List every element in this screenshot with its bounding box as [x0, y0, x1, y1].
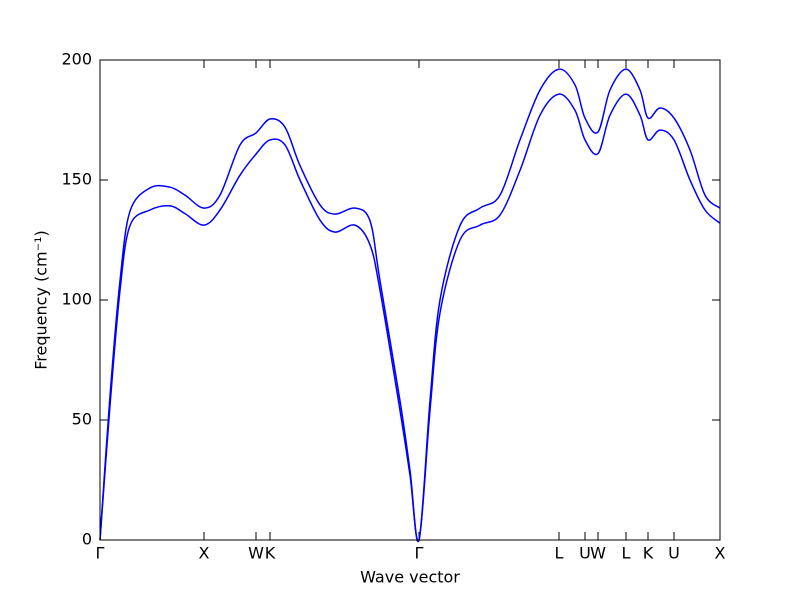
- y-tick-label: 150: [61, 170, 92, 189]
- y-axis-label: Frequency (cm⁻¹): [32, 230, 51, 369]
- y-tick-label: 100: [61, 290, 92, 309]
- x-tick-label: L: [622, 544, 631, 563]
- plot-frame: [99, 59, 721, 541]
- x-axis-label: Wave vector: [360, 568, 460, 587]
- y-tick-label: 200: [61, 50, 92, 69]
- x-tick-label: W: [590, 544, 606, 563]
- x-tick-label: W: [248, 544, 264, 563]
- x-tick-label: K: [265, 544, 276, 563]
- x-tick-label: K: [643, 544, 654, 563]
- x-tick-label: Γ: [96, 544, 105, 563]
- y-tick-label: 50: [72, 410, 92, 429]
- x-tick-label: U: [668, 544, 680, 563]
- y-tick-label: 0: [82, 530, 92, 549]
- x-tick-label: U: [579, 544, 591, 563]
- line-series: [99, 93, 721, 543]
- x-tick-label: X: [199, 544, 210, 563]
- x-tick-label: L: [555, 544, 564, 563]
- x-tick-label: Γ: [415, 544, 424, 563]
- x-tick-label: X: [715, 544, 726, 563]
